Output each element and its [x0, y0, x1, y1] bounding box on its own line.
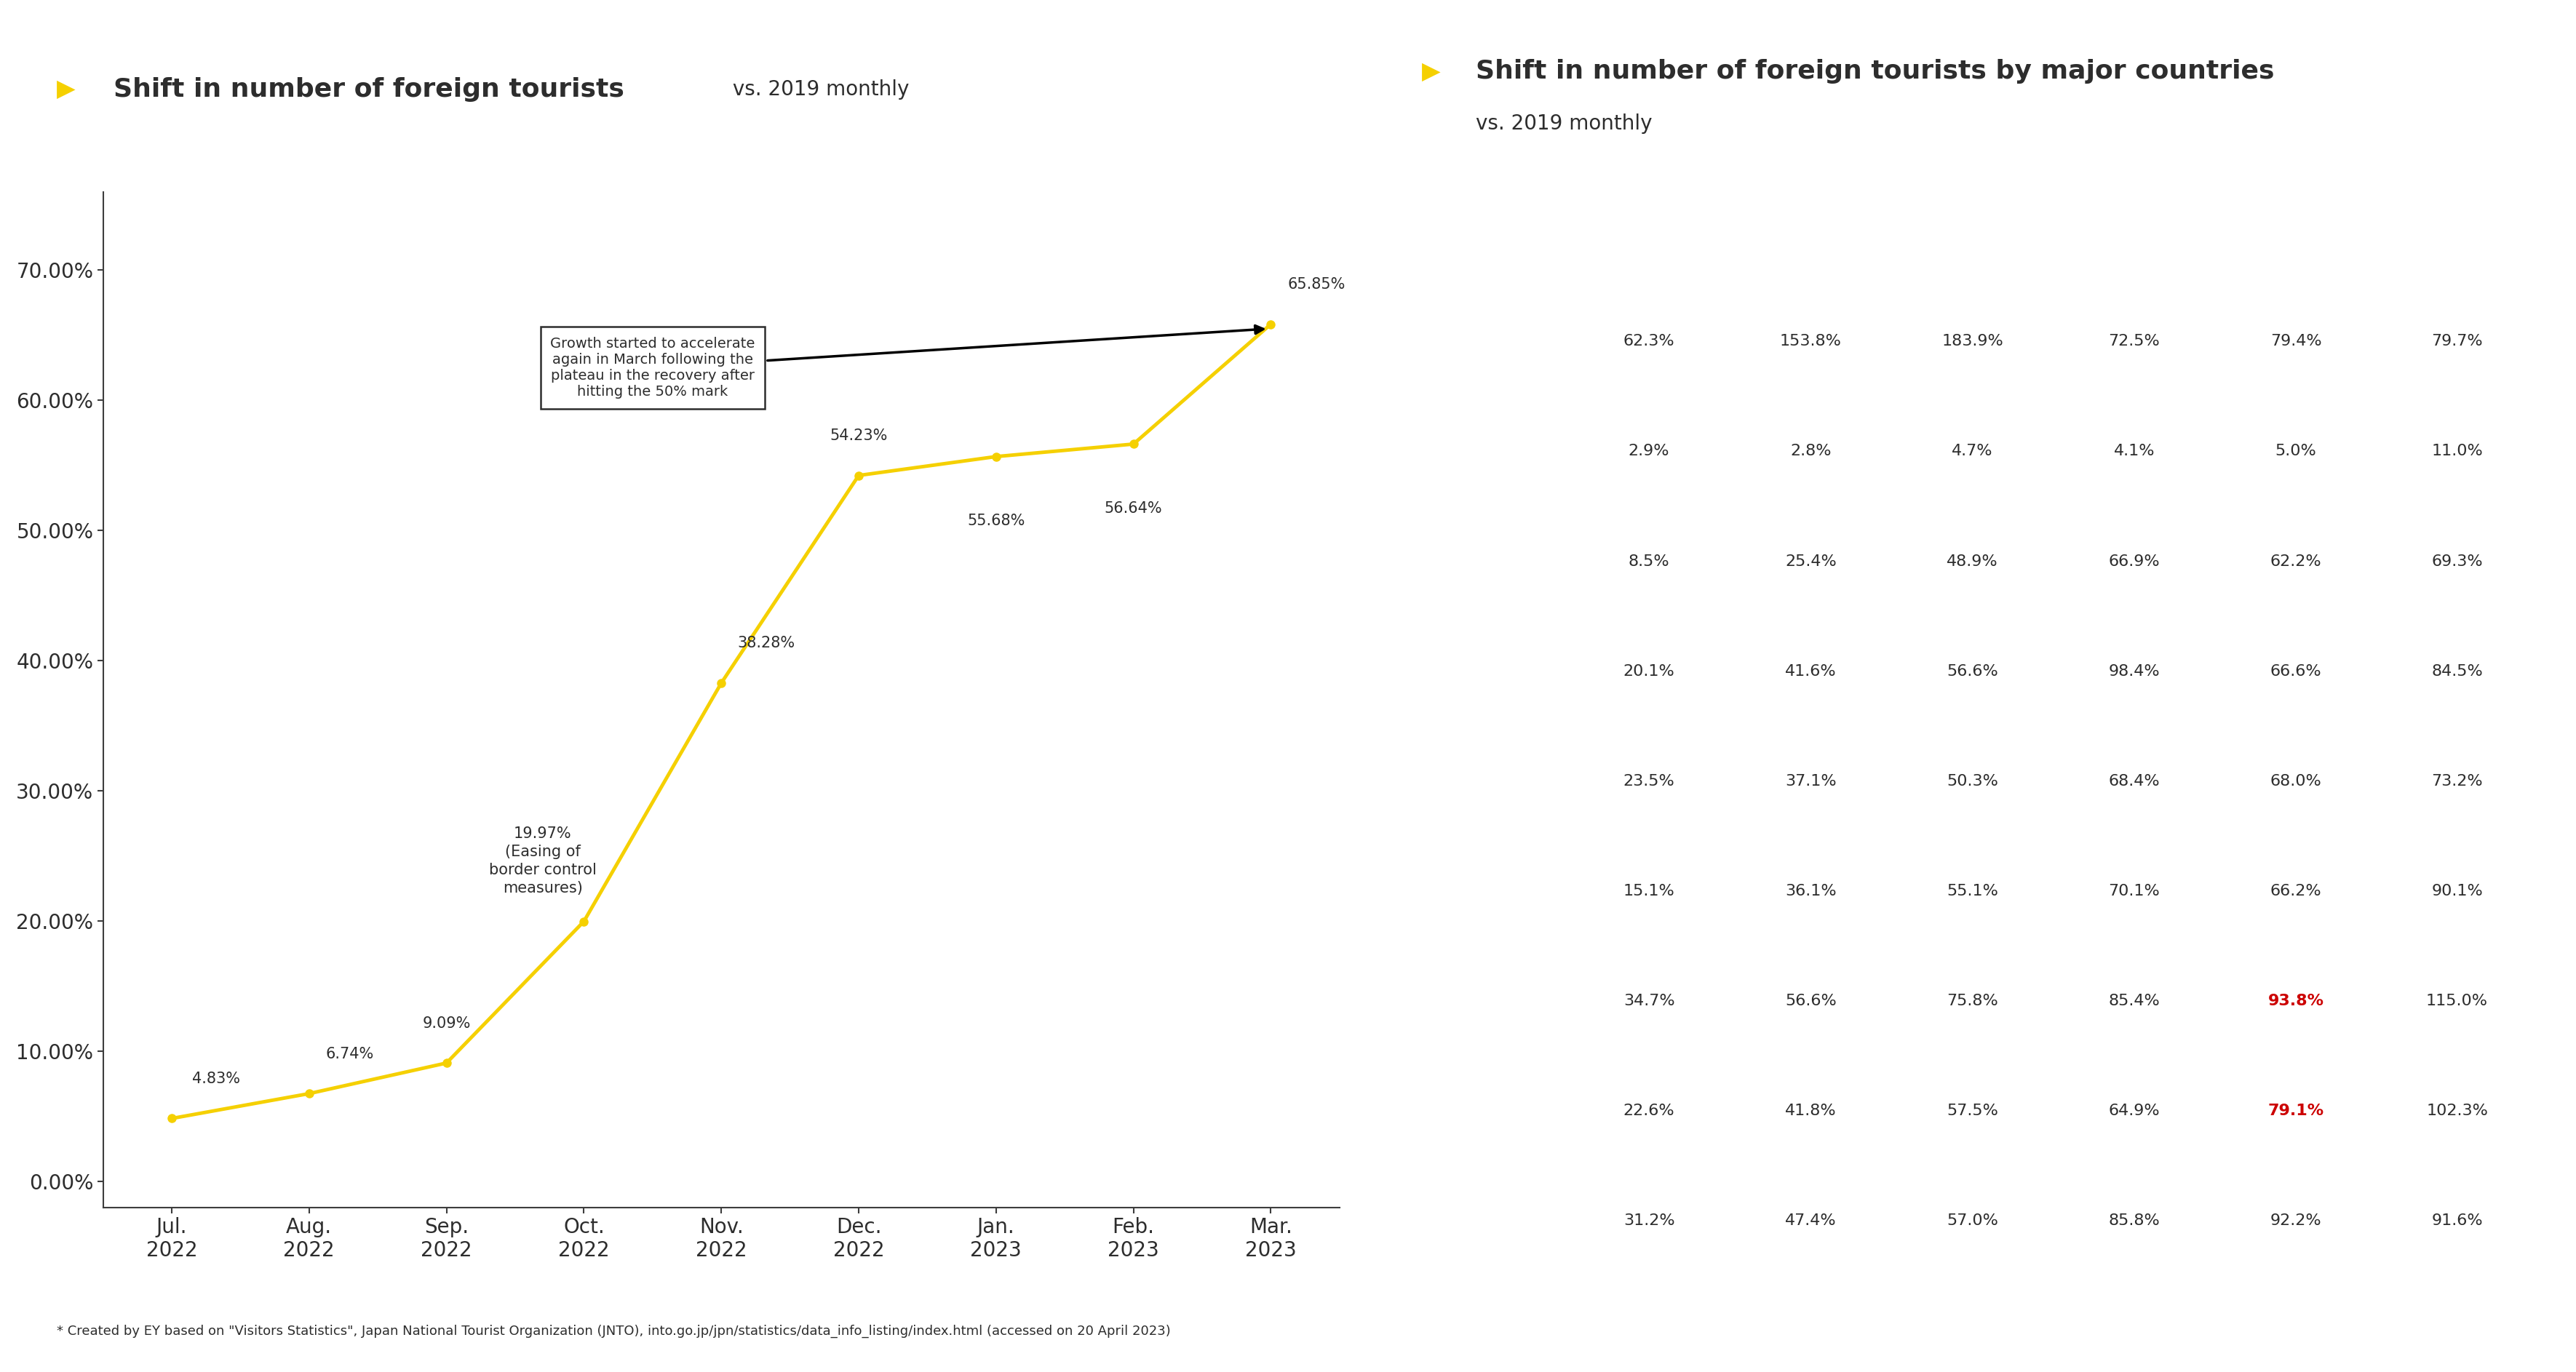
Text: 79.1%: 79.1% [2267, 1103, 2324, 1118]
Text: 34.7%: 34.7% [1623, 993, 1674, 1008]
Text: Growth started to accelerate
again in March following the
plateau in the recover: Growth started to accelerate again in Ma… [551, 325, 1262, 399]
Text: * Created by EY based on "Visitors Statistics", Japan National Tourist Organizat: * Created by EY based on "Visitors Stati… [57, 1324, 1170, 1338]
Text: 41.8%: 41.8% [1785, 1103, 1837, 1118]
Text: 68.0%: 68.0% [2269, 774, 2321, 789]
Text: 85.4%: 85.4% [2107, 993, 2159, 1008]
Text: Decembe
r 2022: Decembe r 2022 [1932, 213, 2012, 246]
Text: 5.0%: 5.0% [2275, 445, 2316, 458]
Text: 56.6%: 56.6% [1947, 664, 1999, 679]
Text: Shift in number of foreign tourists: Shift in number of foreign tourists [113, 77, 623, 102]
Text: 69.3%: 69.3% [2432, 554, 2483, 568]
Text: vs. 2019 monthly: vs. 2019 monthly [726, 80, 909, 99]
Text: ▶: ▶ [57, 77, 75, 102]
Text: 73.2%: 73.2% [2432, 774, 2483, 789]
Text: 66.2%: 66.2% [2269, 884, 2321, 899]
Text: ▶: ▶ [1422, 59, 1440, 84]
Text: 70.1%: 70.1% [2107, 884, 2159, 899]
Text: 56.64%: 56.64% [1105, 501, 1162, 516]
Text: 91.6%: 91.6% [2432, 1214, 2483, 1228]
Text: 2.8%: 2.8% [1790, 445, 1832, 458]
Text: 15.1%: 15.1% [1623, 884, 1674, 899]
Text: 102.3%: 102.3% [2427, 1103, 2488, 1118]
Text: 75.8%: 75.8% [1947, 993, 1999, 1008]
Text: vs. 2019 monthly: vs. 2019 monthly [1476, 114, 1654, 133]
Text: 25.4%: 25.4% [1785, 554, 1837, 568]
Text: 92.2%: 92.2% [2269, 1214, 2321, 1228]
Text: 4.83%: 4.83% [193, 1072, 240, 1085]
Text: 38.28%: 38.28% [737, 637, 796, 650]
Text: 2.9%: 2.9% [1628, 445, 1669, 458]
Text: 90.1%: 90.1% [2432, 884, 2483, 899]
Text: 93.8%: 93.8% [2267, 993, 2324, 1008]
Text: 115.0%: 115.0% [2427, 993, 2488, 1008]
Text: 23.5%: 23.5% [1623, 774, 1674, 789]
Text: 31.2%: 31.2% [1623, 1214, 1674, 1228]
Text: 11.0%: 11.0% [2432, 445, 2483, 458]
Text: Austra
lia: Austra lia [1468, 1095, 1530, 1128]
Text: 20.1%: 20.1% [1623, 664, 1674, 679]
Text: 62.2%: 62.2% [2269, 554, 2321, 568]
Text: 48.9%: 48.9% [1947, 554, 1999, 568]
Text: March
2023: March 2023 [2432, 213, 2483, 246]
Text: 6.74%: 6.74% [325, 1047, 374, 1061]
Text: 62.3%: 62.3% [1623, 333, 1674, 348]
Text: 4.1%: 4.1% [2112, 445, 2154, 458]
Text: 9.09%: 9.09% [422, 1015, 471, 1030]
Text: China: China [1473, 445, 1525, 458]
Text: 54.23%: 54.23% [829, 428, 889, 443]
Text: US: US [1486, 993, 1512, 1008]
Text: 55.68%: 55.68% [966, 513, 1025, 528]
Text: 8.5%: 8.5% [1628, 554, 1669, 568]
Text: Novembe
r 2022: Novembe r 2022 [1770, 213, 1852, 246]
Text: Hong
Kong: Hong Kong [1476, 654, 1522, 687]
Text: Other: Other [1473, 1214, 1525, 1228]
Text: 68.4%: 68.4% [2110, 774, 2159, 789]
Text: 84.5%: 84.5% [2432, 664, 2483, 679]
Text: February
2023: February 2023 [2257, 213, 2334, 246]
Text: Thail
and: Thail and [1476, 764, 1522, 797]
Text: 50.3%: 50.3% [1947, 774, 1999, 789]
Text: October
2022: October 2022 [1615, 213, 1682, 246]
Text: 56.6%: 56.6% [1785, 993, 1837, 1008]
Text: 55.1%: 55.1% [1947, 884, 1999, 899]
Text: 37.1%: 37.1% [1785, 774, 1837, 789]
Text: 65.85%: 65.85% [1288, 277, 1345, 292]
Text: 66.9%: 66.9% [2110, 554, 2159, 568]
Text: 72.5%: 72.5% [2107, 333, 2159, 348]
Text: UK: UK [1486, 884, 1512, 899]
Text: Taiwa
n: Taiwa n [1473, 545, 1525, 578]
Text: 79.4%: 79.4% [2269, 333, 2321, 348]
Text: 98.4%: 98.4% [2110, 664, 2159, 679]
Text: 64.9%: 64.9% [2110, 1103, 2159, 1118]
Text: 79.7%: 79.7% [2432, 333, 2483, 348]
Text: 4.7%: 4.7% [1953, 445, 1994, 458]
Text: 85.8%: 85.8% [2107, 1214, 2159, 1228]
Text: January
2023: January 2023 [2102, 213, 2166, 246]
Text: 19.97%
(Easing of
border control
measures): 19.97% (Easing of border control measure… [489, 827, 598, 896]
Text: 66.6%: 66.6% [2269, 664, 2321, 679]
Text: 47.4%: 47.4% [1785, 1214, 1837, 1228]
Text: South
Korea: South Korea [1471, 325, 1525, 358]
Text: 41.6%: 41.6% [1785, 664, 1837, 679]
Text: 183.9%: 183.9% [1942, 333, 2004, 348]
Text: 36.1%: 36.1% [1785, 884, 1837, 899]
Text: 57.5%: 57.5% [1947, 1103, 1999, 1118]
Text: 22.6%: 22.6% [1623, 1103, 1674, 1118]
Text: Shift in number of foreign tourists by major countries: Shift in number of foreign tourists by m… [1476, 59, 2275, 84]
Text: 57.0%: 57.0% [1947, 1214, 1999, 1228]
Text: 153.8%: 153.8% [1780, 333, 1842, 348]
